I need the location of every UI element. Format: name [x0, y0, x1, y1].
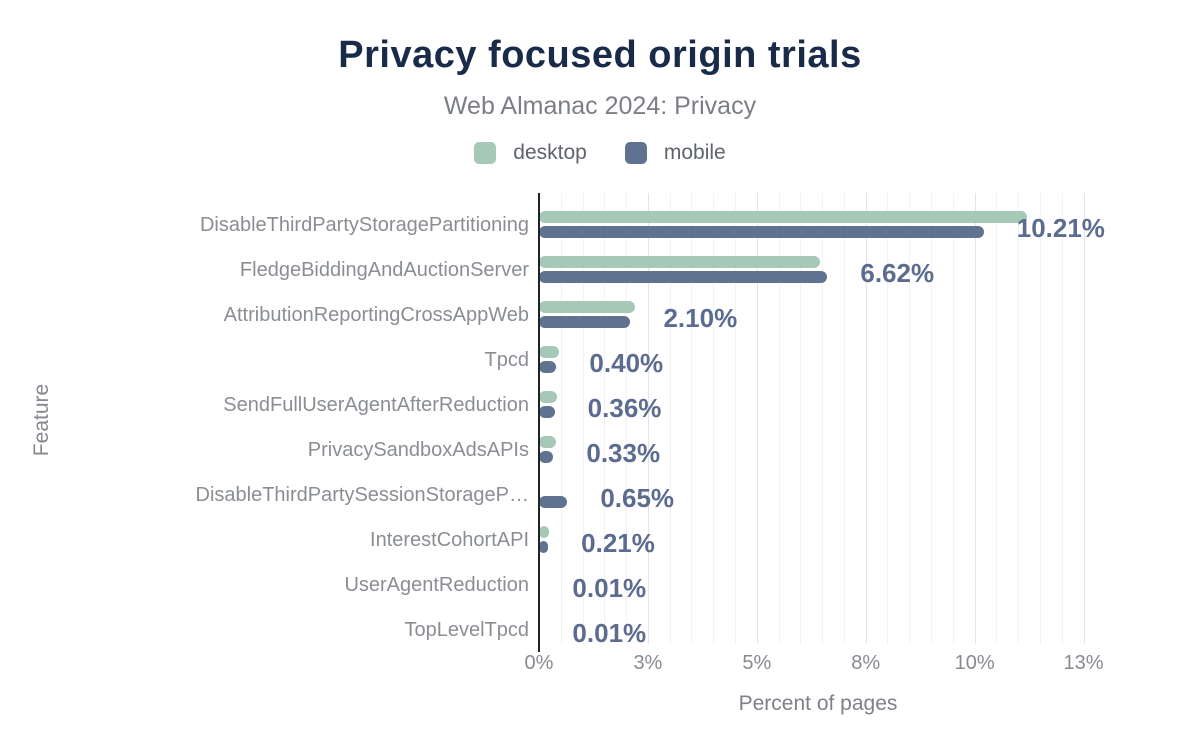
gridline-minor — [1061, 193, 1063, 644]
bar-desktop — [539, 435, 557, 448]
legend: desktop mobile — [0, 141, 1200, 165]
gridline-minor — [1039, 193, 1041, 644]
category-label: TopLevelTpcd — [404, 619, 529, 641]
legend-label-mobile: mobile — [663, 141, 726, 164]
value-label: 0.01% — [572, 618, 647, 648]
gridline-minor — [735, 193, 737, 644]
bar-mobile — [539, 540, 549, 553]
gridline-minor — [800, 193, 802, 644]
bar-desktop — [539, 210, 1027, 223]
legend-item-mobile: mobile — [624, 141, 726, 165]
plot-area — [539, 193, 1140, 644]
x-axis-title: Percent of pages — [738, 692, 898, 715]
y-axis-line — [538, 193, 540, 652]
gridline-major — [756, 193, 758, 644]
bar-mobile — [539, 360, 557, 373]
legend-swatch-desktop — [474, 142, 497, 164]
bar-mobile — [539, 495, 568, 508]
category-label: UserAgentReduction — [344, 574, 529, 596]
category-label: DisableThirdPartySessionStorageP… — [195, 484, 530, 506]
value-label: 0.40% — [589, 348, 664, 378]
gridline-minor — [887, 193, 889, 644]
bar-desktop — [539, 345, 559, 358]
gridline-minor — [778, 193, 780, 644]
gridline-minor — [1018, 193, 1020, 644]
gridline-minor — [843, 193, 845, 644]
gridline-minor — [560, 193, 562, 644]
gridline-major — [865, 193, 867, 644]
gridline-minor — [691, 193, 693, 644]
bar-mobile — [539, 270, 828, 283]
bar-mobile — [539, 225, 984, 238]
value-label: 2.10% — [663, 303, 738, 333]
value-label: 6.62% — [860, 258, 935, 288]
category-label: AttributionReportingCrossAppWeb — [223, 304, 529, 326]
gridline-minor — [909, 193, 911, 644]
gridline-minor — [626, 193, 628, 644]
legend-item-desktop: desktop — [474, 141, 587, 165]
gridline-minor — [582, 193, 584, 644]
x-axis-tick: 10% — [954, 652, 995, 674]
bar-desktop — [539, 300, 635, 313]
gridline-major — [974, 193, 976, 644]
bar-mobile — [539, 450, 554, 463]
category-label: InterestCohortAPI — [370, 529, 529, 551]
gridline-minor — [822, 193, 824, 644]
category-label: Tpcd — [484, 349, 529, 371]
x-axis-tick: 3% — [633, 652, 663, 674]
gridline-major — [1083, 193, 1085, 644]
value-label: 0.33% — [586, 438, 661, 468]
gridline-minor — [931, 193, 933, 644]
chart-title: Privacy focused origin trials — [338, 34, 862, 76]
x-axis-tick: 13% — [1063, 652, 1104, 674]
legend-swatch-mobile — [624, 142, 647, 164]
value-label: 0.01% — [572, 573, 647, 603]
value-label: 0.65% — [600, 483, 675, 513]
bar-desktop — [539, 390, 557, 403]
gridline-minor — [952, 193, 954, 644]
gridline-minor — [669, 193, 671, 644]
category-label: FledgeBiddingAndAuctionServer — [239, 259, 529, 281]
gridline-minor — [996, 193, 998, 644]
y-axis-title: Feature — [30, 383, 53, 457]
category-label: SendFullUserAgentAfterReduction — [223, 394, 529, 416]
bar-desktop — [539, 525, 550, 538]
category-label: DisableThirdPartyStoragePartitioning — [199, 214, 529, 236]
value-label: 0.21% — [581, 528, 655, 558]
value-label: 10.21% — [1016, 213, 1105, 243]
bar-mobile — [539, 405, 555, 418]
category-label: PrivacySandboxAdsAPIs — [307, 439, 529, 461]
value-label: 0.36% — [587, 393, 662, 423]
bar-mobile — [539, 315, 631, 328]
x-axis-tick: 8% — [851, 652, 881, 674]
chart-subtitle: Web Almanac 2024: Privacy — [443, 92, 757, 120]
gridline-major — [647, 193, 649, 644]
legend-label-desktop: desktop — [513, 141, 587, 164]
x-axis-tick: 0% — [524, 652, 554, 674]
gridline-minor — [604, 193, 606, 644]
x-axis-tick: 5% — [742, 652, 772, 674]
bar-desktop — [539, 255, 820, 268]
gridline-minor — [713, 193, 715, 644]
